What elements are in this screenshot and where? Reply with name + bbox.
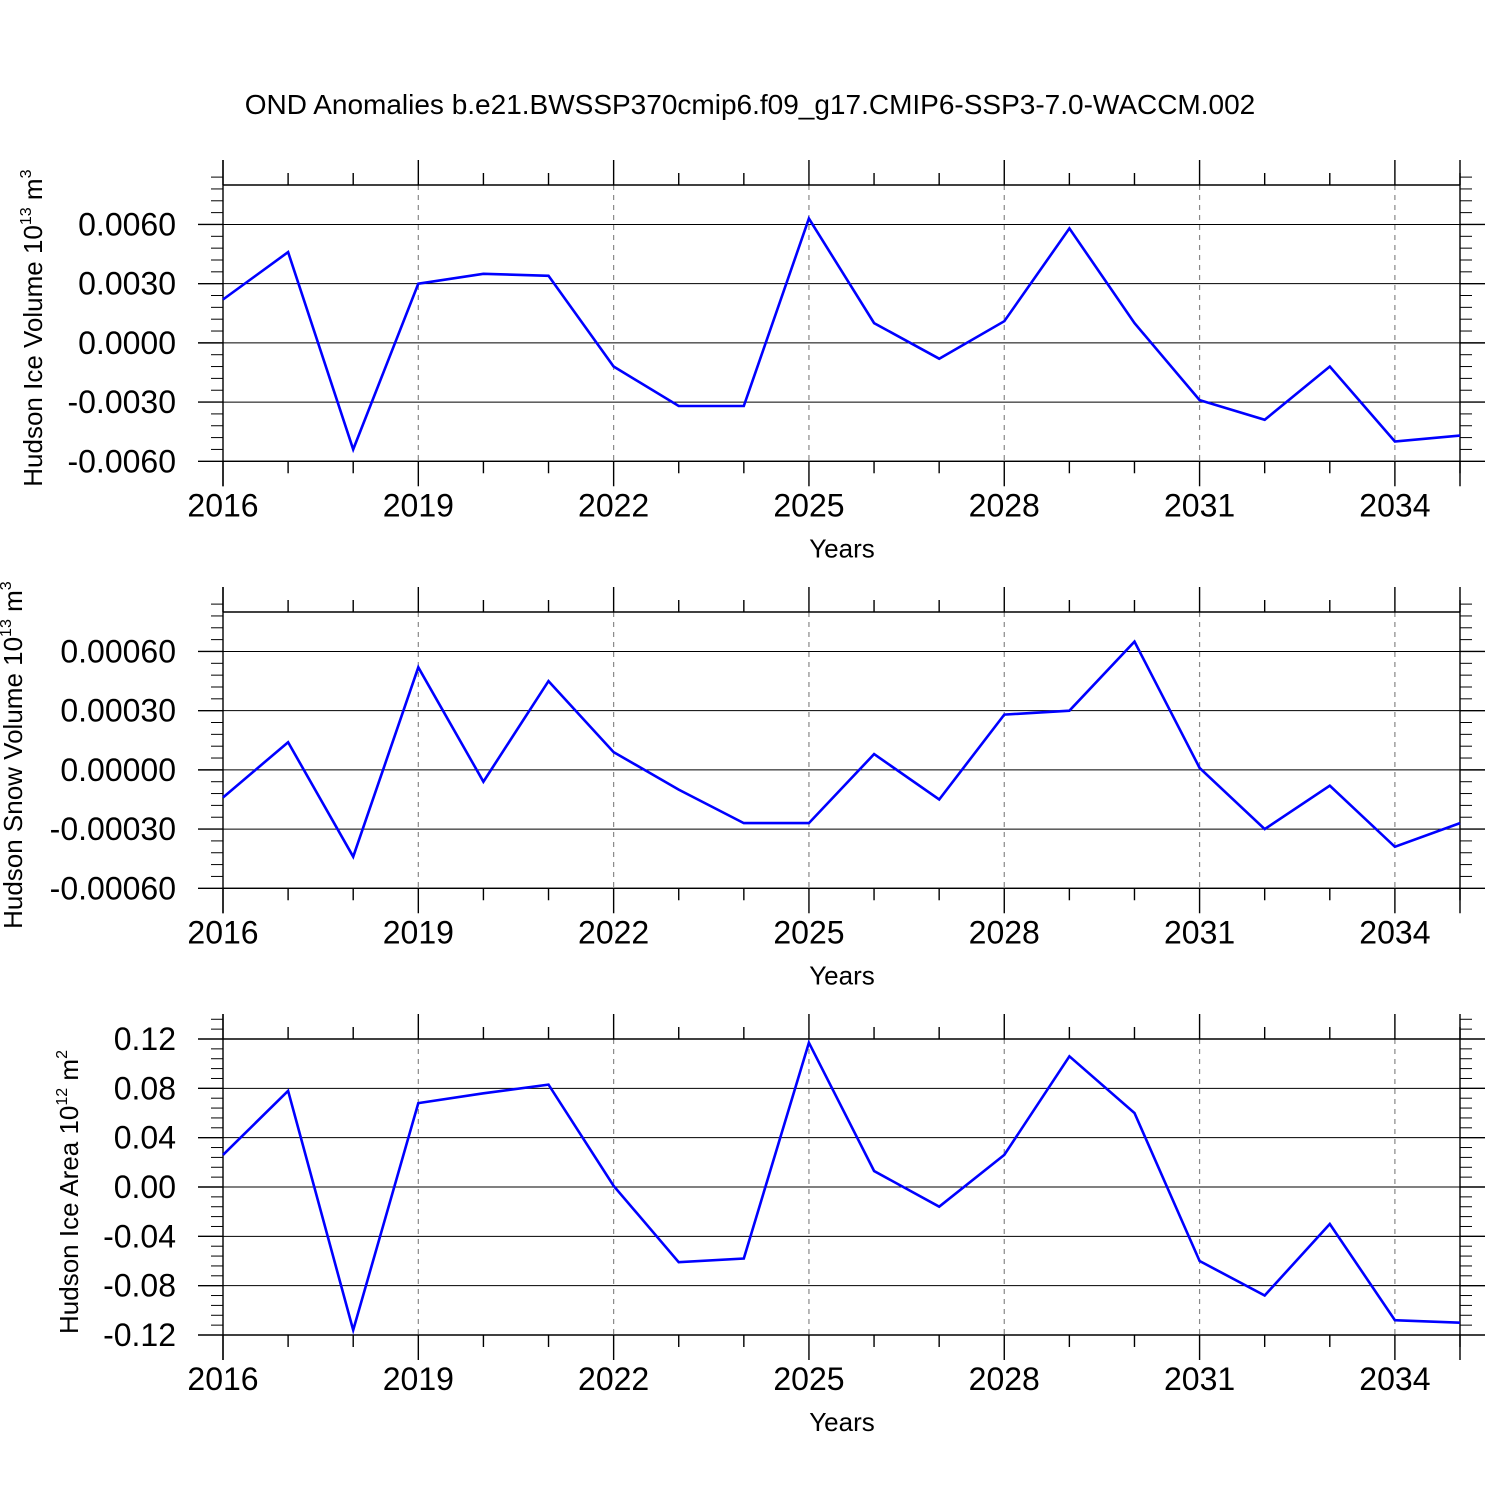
x-tick-label: 2025 bbox=[773, 487, 844, 523]
x-tick-label: 2016 bbox=[187, 487, 258, 523]
x-tick-label: 2034 bbox=[1359, 914, 1430, 950]
x-tick-label: 2016 bbox=[187, 914, 258, 950]
y-label-exponent: 13 bbox=[0, 619, 15, 637]
y-label-unit: m bbox=[18, 178, 48, 207]
x-tick-label: 2025 bbox=[773, 1361, 844, 1397]
y-tick-label: -0.00030 bbox=[50, 811, 176, 847]
x-tick-label: 2022 bbox=[578, 487, 649, 523]
y-tick-label: 0.0030 bbox=[78, 266, 176, 302]
x-axis-label: Years bbox=[809, 533, 875, 563]
x-tick-label: 2028 bbox=[969, 914, 1040, 950]
plot-frame bbox=[198, 160, 1485, 487]
x-axis-label: Years bbox=[809, 1407, 875, 1437]
y-label-main: Hudson Ice Area 10 bbox=[54, 1106, 84, 1334]
y-tick-label: 0.00060 bbox=[60, 633, 176, 669]
plot-frame bbox=[198, 587, 1485, 914]
x-tick-label: 2031 bbox=[1164, 1361, 1235, 1397]
y-tick-labels: -0.0060 -0.0030 0.0000 0.0030 0.0060 bbox=[67, 206, 176, 479]
y-label-unit: m bbox=[54, 1059, 84, 1088]
y-label-unit-exponent: 3 bbox=[0, 581, 15, 590]
x-tick-label: 2028 bbox=[969, 1361, 1040, 1397]
y-tick-label: 0.0000 bbox=[78, 325, 176, 361]
y-label-unit-exponent: 2 bbox=[54, 1050, 71, 1059]
y-tick-label: 0.00030 bbox=[60, 693, 176, 729]
panel-snow-volume: -0.00060 -0.00030 0.00000 0.00030 0.00060 20… bbox=[0, 581, 1485, 990]
y-tick-label: 0.04 bbox=[114, 1120, 176, 1156]
y-tick-label: 0.00000 bbox=[60, 752, 176, 788]
y-tick-label: 0.0060 bbox=[78, 206, 176, 242]
y-label-main: Hudson Snow Volume 10 bbox=[0, 637, 28, 929]
y-tick-label: -0.0030 bbox=[67, 384, 176, 420]
series-line-path bbox=[222, 1039, 1461, 1335]
y-axis-label: Hudson Snow Volume 1013 m3 bbox=[0, 581, 28, 929]
y-label-exponent: 13 bbox=[18, 207, 35, 225]
x-axis-label: Years bbox=[809, 960, 875, 990]
minor-ticks bbox=[211, 1014, 1472, 1360]
series-line-path bbox=[222, 639, 1461, 860]
minor-ticks bbox=[211, 587, 1472, 914]
series-line-path bbox=[222, 215, 1461, 454]
x-gridlines bbox=[417, 185, 1396, 462]
x-tick-label: 2031 bbox=[1164, 487, 1235, 523]
y-tick-label: 0.00 bbox=[114, 1169, 176, 1205]
y-tick-labels: -0.12 -0.08 -0.04 0.00 0.04 0.08 0.12 bbox=[103, 1021, 176, 1353]
x-tick-label: 2022 bbox=[578, 1361, 649, 1397]
y-tick-label: -0.00060 bbox=[50, 870, 176, 906]
series-line bbox=[222, 639, 1461, 860]
x-tick-label: 2034 bbox=[1359, 487, 1430, 523]
x-tick-label: 2016 bbox=[187, 1361, 258, 1397]
x-tick-labels: 2016 2019 2022 2025 2028 2031 2034 bbox=[187, 1361, 1430, 1397]
x-tick-labels: 2016 2019 2022 2025 2028 2031 2034 bbox=[187, 914, 1430, 950]
chart-title: OND Anomalies b.e21.BWSSP370cmip6.f09_g1… bbox=[245, 89, 1256, 120]
y-tick-label: 0.12 bbox=[114, 1021, 176, 1057]
y-tick-label: 0.08 bbox=[114, 1070, 176, 1106]
panel-ice-area: -0.12 -0.08 -0.04 0.00 0.04 0.08 0.12 2016 2019… bbox=[54, 1014, 1485, 1437]
x-tick-label: 2031 bbox=[1164, 914, 1235, 950]
y-label-main: Hudson Ice Volume 10 bbox=[18, 225, 48, 487]
y-tick-label: -0.12 bbox=[103, 1317, 176, 1353]
x-tick-labels: 2016 2019 2022 2025 2028 2031 2034 bbox=[187, 487, 1430, 523]
x-gridlines bbox=[417, 612, 1396, 889]
x-tick-label: 2025 bbox=[773, 914, 844, 950]
y-label-unit: m bbox=[0, 590, 28, 619]
x-tick-label: 2028 bbox=[969, 487, 1040, 523]
y-tick-labels: -0.00060 -0.00030 0.00000 0.00030 0.00060 bbox=[50, 633, 176, 906]
plot-frame bbox=[198, 1014, 1485, 1360]
y-axis-label: Hudson Ice Volume 1013 m3 bbox=[18, 169, 48, 486]
x-tick-label: 2022 bbox=[578, 914, 649, 950]
y-label-unit-exponent: 3 bbox=[18, 169, 35, 178]
minor-ticks bbox=[211, 160, 1472, 487]
y-label-exponent: 12 bbox=[54, 1088, 71, 1106]
x-tick-label: 2034 bbox=[1359, 1361, 1430, 1397]
series-line bbox=[222, 215, 1461, 454]
y-tick-label: -0.08 bbox=[103, 1268, 176, 1304]
y-tick-label: -0.0060 bbox=[67, 443, 176, 479]
x-tick-label: 2019 bbox=[383, 914, 454, 950]
series-line bbox=[222, 1039, 1461, 1335]
x-tick-label: 2019 bbox=[383, 487, 454, 523]
y-axis-label: Hudson Ice Area 1012 m2 bbox=[54, 1050, 84, 1334]
y-tick-label: -0.04 bbox=[103, 1218, 176, 1254]
x-tick-label: 2019 bbox=[383, 1361, 454, 1397]
